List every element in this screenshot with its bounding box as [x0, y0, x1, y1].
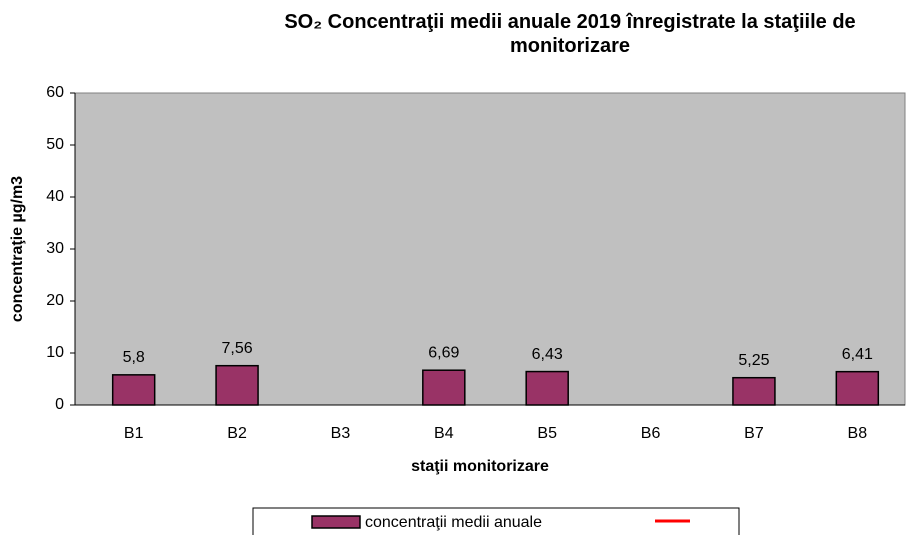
- y-axis-label: concentraţie µg/m3: [9, 176, 26, 322]
- x-tick-label: B3: [331, 425, 351, 442]
- value-label: 5,25: [738, 352, 769, 369]
- value-label: 5,8: [123, 349, 145, 366]
- y-tick-label: 10: [46, 344, 64, 361]
- x-axis-label: staţii monitorizare: [411, 458, 549, 475]
- bar: [111, 374, 156, 406]
- bar: [732, 376, 776, 406]
- bar: [422, 369, 466, 406]
- x-tick-label: B6: [641, 425, 661, 442]
- value-label: 7,56: [221, 340, 252, 357]
- value-label: 6,41: [842, 346, 873, 363]
- bar: [835, 370, 880, 406]
- y-tick-label: 30: [46, 240, 64, 257]
- x-tick-label: B8: [848, 425, 868, 442]
- x-tick-label: B2: [227, 425, 247, 442]
- chart-title: SO₂ Concentraţii medii anuale 2019 înreg…: [284, 11, 856, 57]
- bar: [525, 370, 569, 406]
- y-tick-label: 20: [46, 292, 64, 309]
- x-tick-label: B5: [537, 425, 557, 442]
- y-tick-label: 0: [55, 396, 64, 413]
- y-tick-label: 50: [46, 136, 64, 153]
- y-tick-label: 40: [46, 188, 64, 205]
- x-tick-label: B4: [434, 425, 454, 442]
- y-tick-label: 60: [46, 84, 64, 101]
- legend-label: concentraţii medii anuale: [365, 514, 542, 531]
- value-label: 6,43: [532, 346, 563, 363]
- bar: [215, 364, 259, 406]
- plot-area: [74, 92, 906, 406]
- legend-swatch: [311, 515, 361, 529]
- x-tick-label: B1: [124, 425, 144, 442]
- value-label: 6,69: [428, 344, 459, 361]
- x-tick-label: B7: [744, 425, 764, 442]
